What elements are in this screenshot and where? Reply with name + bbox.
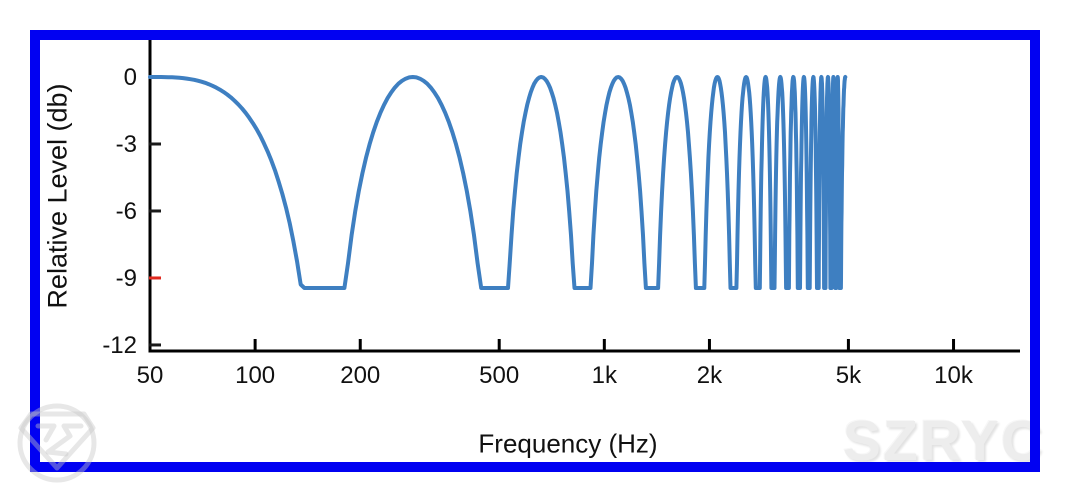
x-tick-label: 10k xyxy=(934,362,974,389)
x-tick-label: 1k xyxy=(592,362,618,389)
y-tick-label: -12 xyxy=(102,332,137,359)
x-tick-label: 2k xyxy=(697,362,723,389)
x-axis-title: Frequency (Hz) xyxy=(478,428,658,459)
x-tick-label: 5k xyxy=(836,362,862,389)
y-tick-label: 0 xyxy=(124,64,137,91)
x-tick-label: 500 xyxy=(479,362,519,389)
y-tick-label: -6 xyxy=(116,198,137,225)
x-tick-label: 50 xyxy=(137,362,164,389)
x-tick-label: 100 xyxy=(235,362,275,389)
y-tick-label: -3 xyxy=(116,131,137,158)
axes-spines xyxy=(148,40,1020,353)
x-tick-label: 200 xyxy=(340,362,380,389)
y-tick-label: -9 xyxy=(116,265,137,292)
y-axis-title: Relative Level (db) xyxy=(42,83,73,309)
response-curve xyxy=(148,75,848,290)
